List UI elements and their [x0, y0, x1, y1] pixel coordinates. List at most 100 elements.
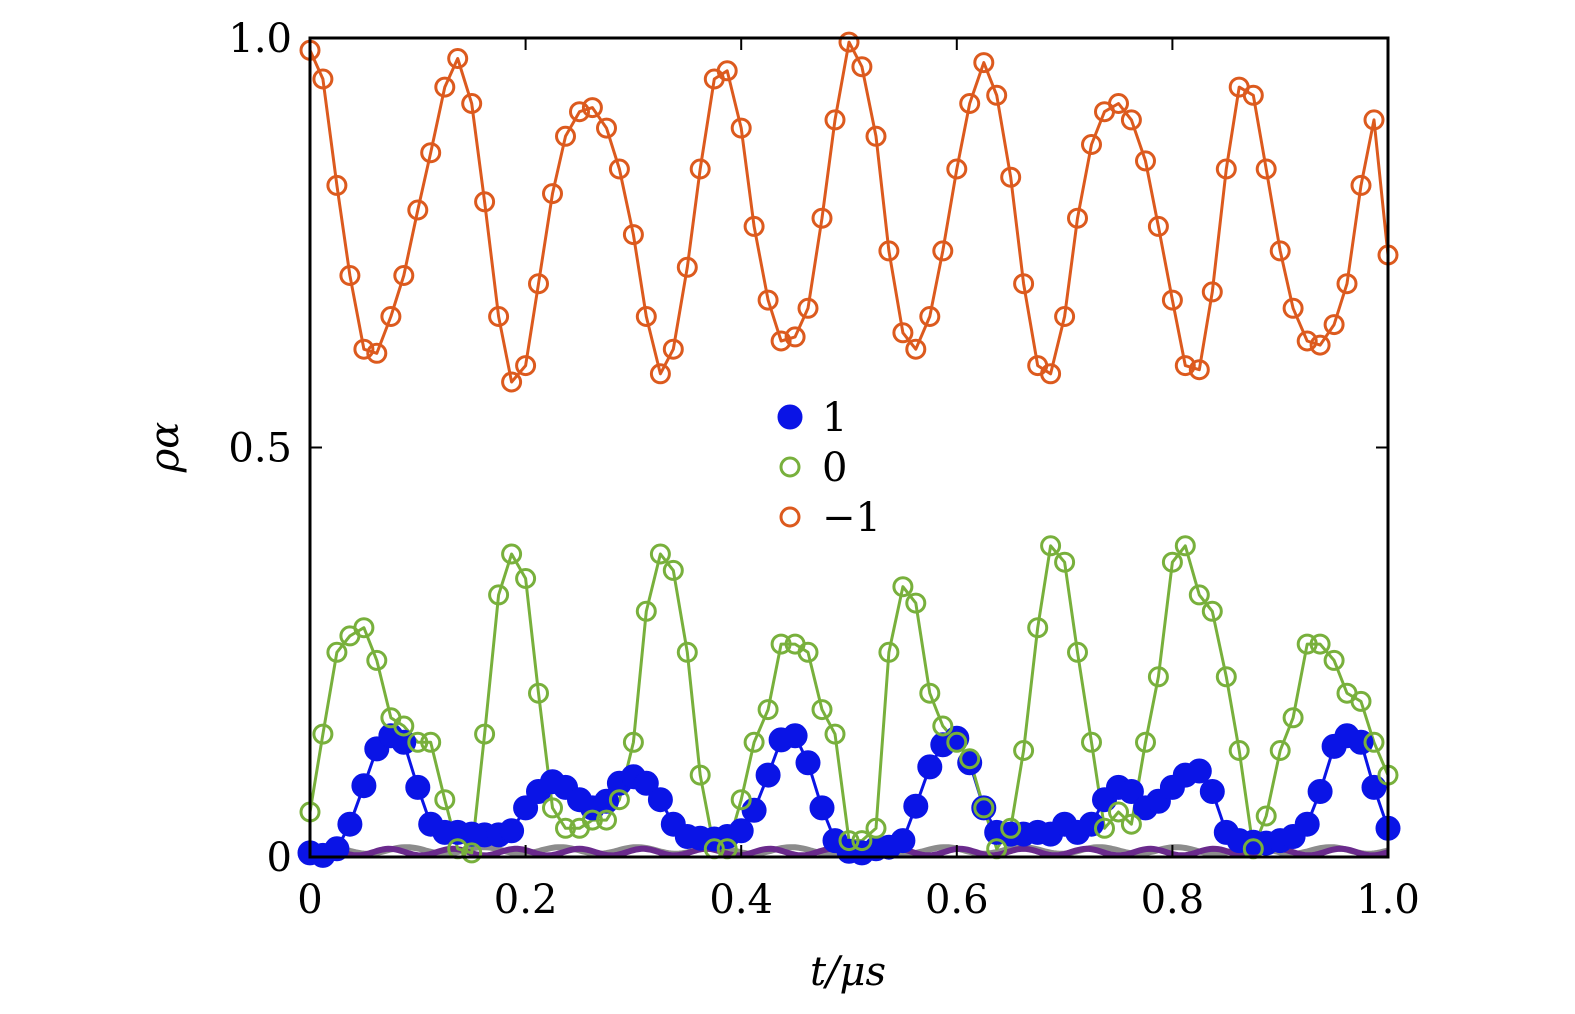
marker-1-10	[434, 789, 456, 811]
marker-0-38	[809, 795, 835, 821]
marker-2-16	[515, 355, 537, 377]
marker-1-63	[1147, 666, 1169, 688]
y-tick-label-1: 0.5	[228, 426, 292, 472]
marker-1-56	[1054, 551, 1076, 573]
marker-2-34	[757, 289, 779, 311]
marker-1-79	[1363, 731, 1385, 753]
marker-2-27	[662, 338, 684, 360]
marker-1-55	[1040, 535, 1062, 557]
marker-2-68	[1215, 158, 1237, 180]
marker-2-12	[461, 93, 483, 114]
marker-2-25	[635, 306, 657, 327]
x-tick-label-1: 0.2	[494, 877, 558, 923]
legend: 10−1	[777, 395, 881, 541]
x-tick-label-3: 0.6	[925, 877, 989, 923]
marker-2-9	[420, 142, 442, 164]
marker-1-21	[581, 809, 603, 831]
marker-2-36	[784, 326, 806, 348]
series-line-2	[308, 40, 1390, 384]
marker-2-20	[569, 101, 590, 123]
marker-0-58	[1079, 811, 1104, 837]
legend-label-0: 1	[822, 395, 847, 441]
marker-2-56	[1054, 306, 1076, 327]
marker-0-3	[337, 811, 363, 837]
marker-2-61	[1120, 109, 1142, 131]
marker-1-7	[393, 715, 415, 737]
marker-2-24	[622, 224, 644, 246]
marker-1-48	[946, 731, 968, 753]
marker-2-49	[959, 93, 981, 114]
legend-marker-2	[779, 506, 801, 528]
marker-2-48	[946, 158, 968, 180]
marker-1-38	[811, 699, 833, 721]
marker-1-32	[730, 789, 752, 811]
marker-2-70	[1242, 84, 1264, 106]
marker-1-2	[326, 641, 348, 663]
marker-0-32	[728, 818, 754, 844]
marker-1-74	[1296, 633, 1318, 655]
marker-2-62	[1135, 150, 1156, 172]
marker-2-19	[555, 125, 576, 147]
marker-1-69	[1228, 740, 1250, 761]
legend-label-2: −1	[822, 495, 881, 541]
marker-1-4	[353, 617, 375, 639]
marker-0-61	[1118, 779, 1144, 804]
model-curves	[308, 40, 1390, 857]
marker-1-64	[1161, 551, 1183, 573]
marker-2-15	[501, 371, 523, 393]
marker-2-64	[1161, 289, 1183, 311]
marker-1-16	[515, 568, 537, 589]
marker-0-75	[1307, 779, 1333, 804]
marker-2-75	[1309, 334, 1331, 356]
marker-1-68	[1215, 666, 1237, 688]
marker-1-57	[1067, 641, 1088, 663]
marker-2-74	[1296, 330, 1318, 352]
marker-1-14	[488, 584, 510, 606]
x-tick-label-4: 0.8	[1141, 877, 1205, 923]
legend-label-1: 0	[822, 445, 847, 491]
y-axis-title: ρα	[142, 422, 188, 474]
marker-1-40	[838, 830, 860, 852]
marker-2-29	[689, 158, 711, 180]
marker-1-65	[1174, 535, 1196, 557]
marker-1-60	[1108, 801, 1129, 823]
marker-0-33	[741, 797, 767, 823]
marker-2-28	[676, 256, 698, 278]
marker-2-66	[1188, 359, 1210, 381]
marker-2-31	[716, 60, 738, 82]
marker-2-50	[973, 52, 995, 74]
marker-2-39	[824, 109, 846, 131]
marker-1-37	[797, 641, 819, 663]
marker-2-38	[811, 207, 833, 229]
x-axis-title: t/μs	[810, 949, 886, 995]
marker-2-42	[865, 125, 887, 147]
marker-0-36	[782, 723, 808, 749]
x-tick-label-5: 1.0	[1356, 877, 1420, 923]
marker-2-77	[1336, 273, 1358, 295]
marker-1-12	[461, 842, 483, 864]
marker-2-37	[797, 297, 819, 319]
marker-0-45	[903, 793, 929, 819]
marker-2-26	[649, 363, 671, 385]
marker-2-14	[488, 306, 510, 327]
marker-1-43	[878, 641, 900, 663]
marker-2-53	[1013, 273, 1035, 295]
marker-1-67	[1201, 600, 1223, 622]
marker-2-4	[353, 338, 375, 360]
marker-0-79	[1361, 774, 1387, 800]
marker-2-71	[1255, 158, 1277, 180]
marker-1-8	[407, 731, 429, 753]
marker-0-44	[890, 828, 916, 854]
marker-2-22	[596, 117, 617, 139]
marker-1-78	[1350, 690, 1372, 712]
marker-1-72	[1269, 740, 1291, 761]
marker-1-75	[1309, 633, 1331, 655]
marker-1-23	[608, 789, 630, 811]
marker-2-60	[1108, 93, 1129, 114]
series-line-1	[308, 544, 1390, 855]
marker-2-46	[919, 306, 941, 327]
marker-2-7	[393, 265, 415, 286]
marker-1-15	[501, 543, 523, 565]
marker-2-65	[1174, 355, 1196, 377]
